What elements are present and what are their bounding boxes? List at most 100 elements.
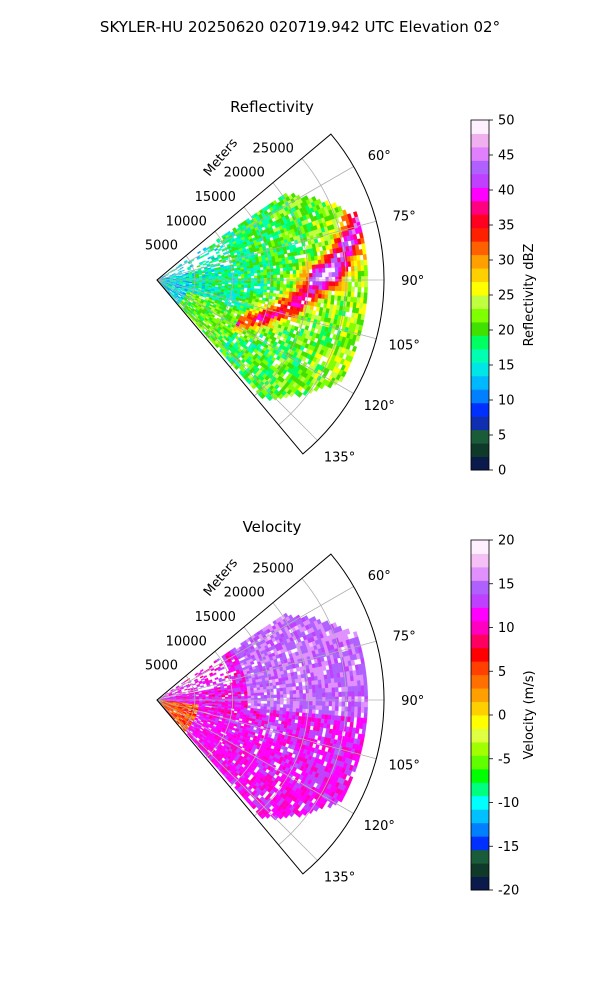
colorbar-segment: [471, 620, 489, 635]
colorbar-segment: [471, 146, 489, 161]
colorbar-tick-label: 5: [498, 429, 506, 444]
colorbar-segment: [471, 580, 489, 595]
colorbar-tick-label: 45: [498, 149, 515, 164]
radial-tick-label: 10000: [166, 634, 207, 649]
angular-tick-label: 60°: [368, 569, 391, 584]
radial-tick-label: 25000: [253, 141, 294, 156]
angular-tick-label: 135°: [324, 871, 355, 886]
polar-grid: [156, 578, 384, 861]
angular-tick-label: 120°: [364, 399, 395, 414]
colorbar-tick-label: 50: [498, 114, 515, 129]
colorbar-segment: [471, 200, 489, 215]
colorbar-segment: [471, 741, 489, 756]
radial-tick-label: 5000: [145, 239, 178, 254]
colorbar-segment: [471, 429, 489, 444]
chart-panels: Reflectivity500010000150002000025000Mete…: [145, 98, 537, 899]
colorbar: -20 -15 -10 -5 0 5 10 15 20 Velocity (m/s): [470, 534, 537, 899]
radial-tick-label: 20000: [224, 586, 265, 601]
colorbar-tick-label: 0: [498, 709, 506, 724]
colorbar-segment: [471, 647, 489, 662]
sector-frame: [156, 553, 385, 875]
colorbar-tick-label: 10: [498, 394, 515, 409]
colorbar-segment: [471, 863, 489, 878]
colorbar-segment: [471, 362, 489, 377]
colorbar-segment: [471, 688, 489, 703]
colorbar-segment: [471, 701, 489, 716]
panel-title: Reflectivity: [230, 98, 314, 116]
colorbar-segment: [471, 321, 489, 336]
colorbar-segment: [471, 227, 489, 242]
colorbar-tick-label: 0: [498, 464, 506, 479]
colorbar-segment: [471, 214, 489, 229]
colorbar-tick-label: -5: [498, 752, 511, 767]
radar-echo-field: [158, 612, 368, 821]
colorbar-tick-label: -15: [498, 840, 519, 855]
colorbar-tick-label: 20: [498, 324, 515, 339]
colorbar-segment: [471, 849, 489, 864]
colorbar-segment: [471, 375, 489, 390]
colorbar-segment: [471, 416, 489, 431]
colorbar-segment: [471, 281, 489, 296]
radial-tick-label: 5000: [145, 659, 178, 674]
colorbar-segment: [471, 876, 489, 891]
radial-tick-label: 10000: [166, 214, 207, 229]
colorbar-segment: [471, 268, 489, 283]
angular-tick-label: 60°: [368, 149, 391, 164]
colorbar-segment: [471, 120, 489, 134]
colorbar-segment: [471, 308, 489, 323]
colorbar-segment: [471, 443, 489, 458]
colorbar-segment: [471, 241, 489, 256]
figure-suptitle: SKYLER-HU 20250620 020719.942 UTC Elevat…: [100, 18, 500, 36]
colorbar: 0 5 10 15 20 25 30 35 40 45 50 Reflectivity dBZ: [470, 114, 537, 479]
colorbar-tick-label: 15: [498, 577, 515, 592]
angular-tick-label: 120°: [364, 819, 395, 834]
angular-tick-label: 75°: [393, 629, 416, 644]
panel-title: Velocity: [243, 518, 302, 536]
colorbar-segment: [471, 768, 489, 783]
polar-grid: [156, 158, 384, 441]
reflectivity-panel: Reflectivity500010000150002000025000Mete…: [145, 98, 537, 479]
radial-tick-label: 15000: [195, 610, 236, 625]
colorbar-tick-label: 25: [498, 289, 515, 304]
colorbar-segment: [471, 715, 489, 729]
angular-tick-label: 105°: [389, 759, 420, 774]
colorbar-segment: [471, 553, 489, 568]
radar-echo-field: [158, 192, 368, 402]
colorbar-tick-label: 40: [498, 184, 515, 199]
colorbar-segment: [471, 782, 489, 797]
colorbar-segment: [471, 674, 489, 689]
colorbar-tick-label: 35: [498, 219, 515, 234]
colorbar-segment: [471, 389, 489, 404]
sector-frame: [156, 133, 385, 455]
colorbar-segment: [471, 133, 489, 148]
angular-tick-label: 75°: [393, 209, 416, 224]
colorbar-tick-label: 15: [498, 359, 515, 374]
angular-tick-label: 135°: [324, 451, 355, 466]
colorbar-segment: [471, 173, 489, 188]
colorbar-segment: [471, 254, 489, 269]
colorbar-segment: [471, 809, 489, 824]
colorbar-segment: [471, 755, 489, 770]
colorbar-tick-label: 30: [498, 254, 515, 269]
colorbar-tick-label: -20: [498, 884, 519, 899]
radial-tick-label: 20000: [224, 166, 265, 181]
colorbar-tick-label: 5: [498, 665, 506, 680]
colorbar-segment: [471, 822, 489, 837]
colorbar-segment: [471, 593, 489, 608]
colorbar-segment: [471, 634, 489, 649]
colorbar-label: Velocity (m/s): [522, 670, 537, 759]
colorbar-label: Reflectivity dBZ: [522, 244, 537, 347]
radial-tick-label: 25000: [253, 561, 294, 576]
colorbar-segment: [471, 540, 489, 554]
colorbar-segment: [471, 661, 489, 676]
colorbar-segment: [471, 836, 489, 851]
colorbar-segment: [471, 335, 489, 350]
colorbar-segment: [471, 295, 489, 309]
colorbar-tick-label: 10: [498, 621, 515, 636]
angular-tick-label: 90°: [401, 274, 424, 289]
colorbar-segment: [471, 795, 489, 810]
colorbar-segment: [471, 728, 489, 743]
colorbar-tick-label: -10: [498, 796, 519, 811]
